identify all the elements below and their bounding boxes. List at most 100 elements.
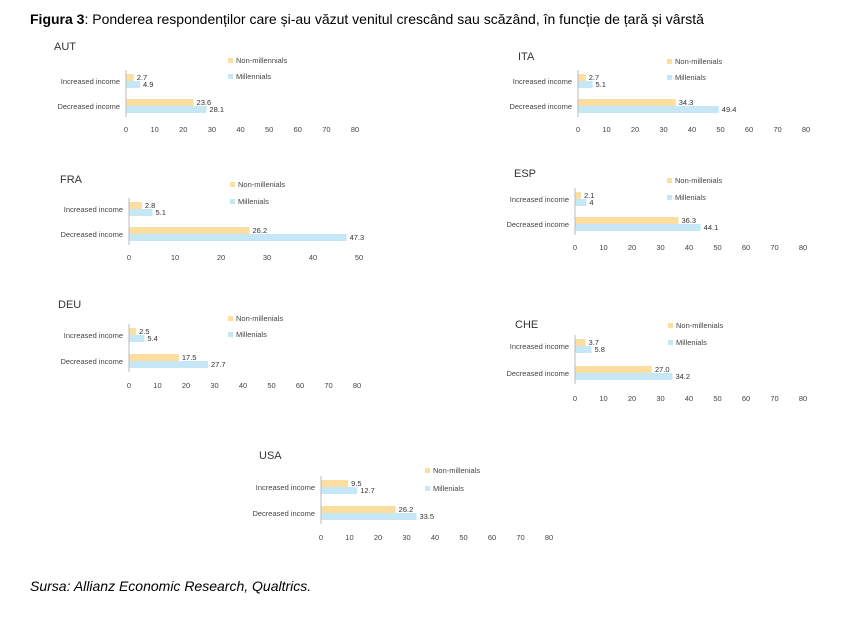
legend-entry: Millenials [676,338,707,347]
category-label: Increased income [510,342,569,351]
tick-label: 50 [355,253,363,262]
tick-label: 20 [217,253,225,262]
legend-swatch [667,178,672,183]
chart-usa: USA Increased income 9.512.7 Decreased inco… [252,450,553,542]
tick-label: 0 [319,533,323,542]
legend-swatch [667,59,672,64]
legend-swatch [228,332,233,337]
legend-entry: Non-millenials [238,180,285,189]
tick-label: 20 [628,394,636,403]
tick-label: 60 [745,125,753,134]
category-label: Decreased income [60,357,123,366]
data-label: 2.5 [139,327,149,336]
figure-title: Figura 3: Ponderea respondenților care ș… [30,11,704,27]
legend-swatch [667,75,672,80]
data-label: 23.6 [197,98,212,107]
tick-label: 0 [127,381,131,390]
data-label: 28.1 [209,105,224,114]
tick-label: 30 [402,533,410,542]
category-label: Increased income [256,483,315,492]
bar [575,199,587,206]
tick-label: 80 [353,381,361,390]
country-label: ESP [514,168,536,180]
data-label: 5.8 [595,345,605,354]
bar [321,513,417,520]
tick-label: 40 [688,125,696,134]
country-label: CHE [515,319,538,331]
tick-label: 70 [322,125,330,134]
tick-label: 10 [153,381,161,390]
bar [321,480,349,487]
tick-label: 50 [716,125,724,134]
tick-label: 30 [656,394,664,403]
legend-entry: Millenials [236,330,267,339]
bar [578,99,676,106]
legend-entry: Non-millennials [236,56,288,65]
bar [575,366,652,373]
tick-label: 40 [685,243,693,252]
category-label: Decreased income [252,509,315,518]
tick-label: 40 [431,533,439,542]
legend-entry: Non-millenials [433,466,480,475]
bar [126,99,194,106]
tick-label: 60 [742,394,750,403]
tick-label: 20 [182,381,190,390]
legend-entry: Non-millenials [676,321,723,330]
chart-esp: ESP Increased income 2.14 Decreased income 3… [506,168,807,252]
category-label: Increased income [64,205,123,214]
data-label: 34.2 [675,372,690,381]
tick-label: 60 [294,125,302,134]
data-label: 2.7 [589,73,599,82]
legend-swatch [230,199,235,204]
tick-label: 40 [239,381,247,390]
category-label: Decreased income [506,369,569,378]
tick-label: 50 [267,381,275,390]
tick-label: 30 [208,125,216,134]
bar [129,354,179,361]
tick-label: 30 [210,381,218,390]
country-label: DEU [58,299,81,311]
legend-swatch [230,182,235,187]
bar [126,74,134,81]
tick-label: 0 [576,125,580,134]
tick-label: 50 [265,125,273,134]
data-label: 27.0 [655,365,670,374]
bar [126,81,141,88]
tick-label: 20 [628,243,636,252]
chart-aut: AUT Increased income 2.74.9 Decreased incom… [54,41,359,134]
tick-label: 40 [685,394,693,403]
tick-label: 60 [488,533,496,542]
chart-che: CHE Increased income 3.75.8 Decreased incom… [506,319,807,403]
bar [129,234,347,241]
chart-deu: DEU Increased income 2.55.4 Decreased incom… [58,299,361,390]
data-label: 2.7 [137,73,147,82]
bar [575,339,586,346]
tick-label: 40 [236,125,244,134]
data-label: 49.4 [722,105,737,114]
bar [575,192,581,199]
legend-swatch [228,58,233,63]
category-label: Decreased income [506,220,569,229]
tick-label: 80 [799,243,807,252]
legend-entry: Non-millenials [675,57,722,66]
category-label: Increased income [513,77,572,86]
figure-number: Figura 3 [30,11,85,27]
tick-label: 50 [713,394,721,403]
legend-swatch [425,468,430,473]
data-label: 26.2 [399,505,414,514]
data-label: 27.7 [211,360,226,369]
bar [129,335,145,342]
legend-swatch [668,323,673,328]
tick-label: 40 [309,253,317,262]
data-label: 9.5 [351,479,361,488]
category-label: Decreased income [60,230,123,239]
data-label: 2.8 [145,201,155,210]
data-label: 4 [589,198,593,207]
source-note: Sursa: Allianz Economic Research, Qualtr… [30,578,312,594]
legend-entry: Millenials [238,197,269,206]
data-label: 17.5 [182,353,197,362]
bar [575,373,673,380]
tick-label: 20 [631,125,639,134]
legend-swatch [668,340,673,345]
figure-caption: : Ponderea respondenților care și-au văz… [84,11,704,27]
